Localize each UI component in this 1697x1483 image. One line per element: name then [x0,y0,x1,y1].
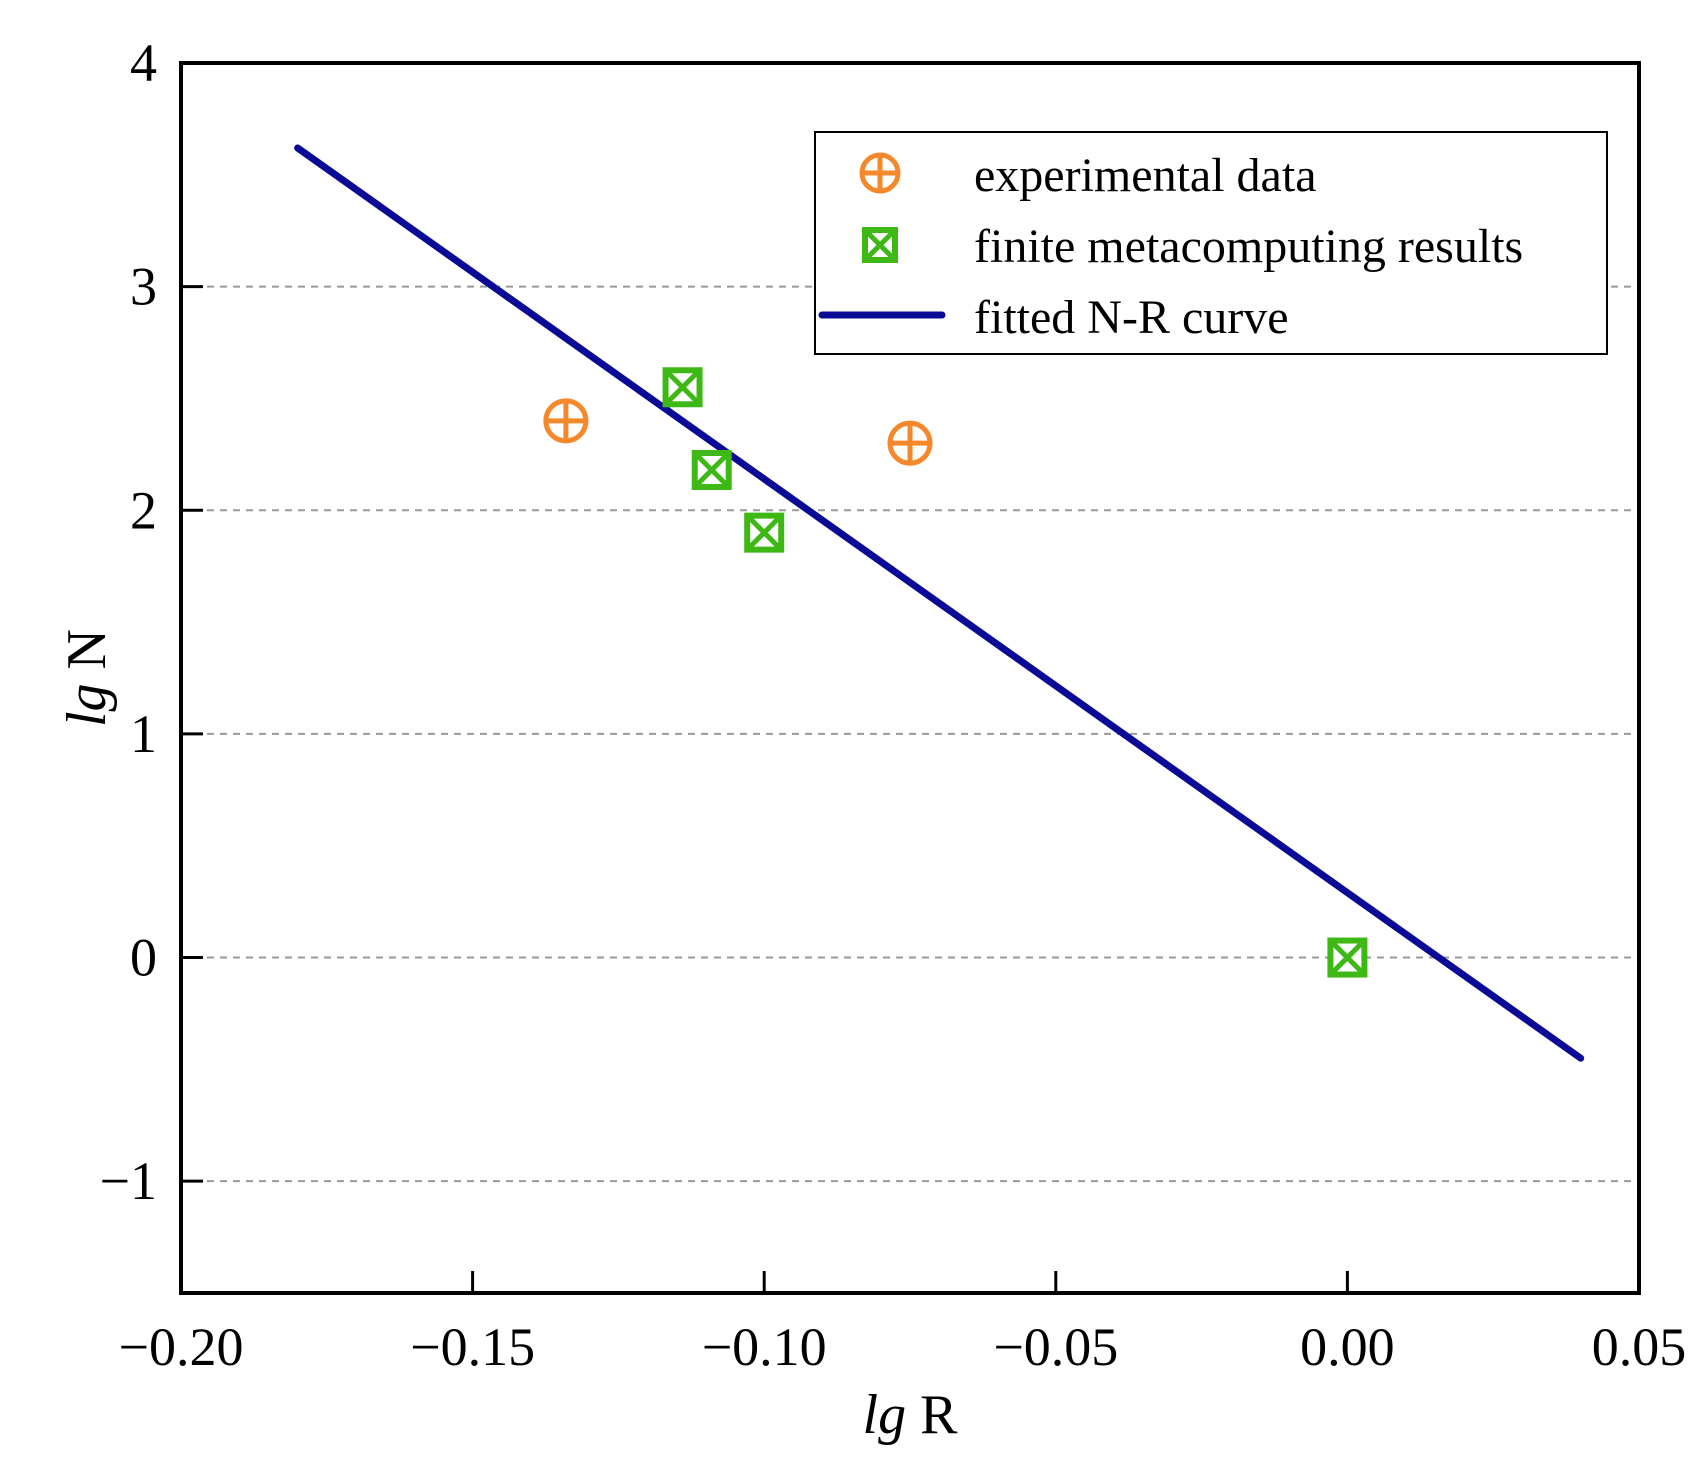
axis-ticks: −1 0 1 2 3 4 −0.20 −0.15 −0.10 −0.05 0.00 0.05 [100,33,1687,1377]
y-tick-label: 2 [130,480,157,540]
y-tick-label: 0 [130,928,157,988]
series-layer [294,144,1585,1062]
y-axis-title: lg N [56,629,118,727]
legend-label-experimental: experimental data [974,149,1317,202]
experimental-data-point [543,398,589,444]
y-tick-label: 4 [130,33,157,93]
legend-marker-experimental [859,152,901,194]
x-axis-title: lg R [863,1384,959,1446]
metacomputing-result-point [662,367,703,408]
legend-box [814,131,1608,355]
y-tick-label: 1 [130,704,157,764]
marker-diag-b [692,451,731,489]
y-tick-label: 3 [130,257,157,317]
x-tick-label: 0.05 [1592,1317,1687,1377]
x-tick-label: −0.20 [119,1317,244,1377]
metacomputing-result-point [744,512,785,553]
legend-circle-plus-icon [859,152,901,194]
legend-label-metacomputing: finite metacomputing results [974,220,1523,273]
legend-square-x-icon [862,227,898,263]
experimental-data-point [887,420,933,466]
x-tick-label: −0.10 [702,1317,827,1377]
marker-diag-b [663,368,702,407]
marker-diag-b [863,228,897,262]
fitted-curve-line [294,144,1585,1062]
marker-diag-b [1328,938,1367,977]
legend-marker-metacomputing [862,227,898,263]
marker-diag-b [745,513,783,552]
x-tick-label: −0.15 [410,1317,535,1377]
y-tick-label: −1 [100,1151,157,1211]
metacomputing-result-point [1327,937,1368,978]
plot-frame [179,61,1641,1295]
metacomputing-result-point [691,450,732,491]
legend: experimental data finite metacomputing r… [814,131,1608,355]
x-tick-label: 0.00 [1300,1317,1395,1377]
x-tick-label: −0.05 [993,1317,1118,1377]
legend-label-fitted-curve: fitted N-R curve [974,291,1289,344]
